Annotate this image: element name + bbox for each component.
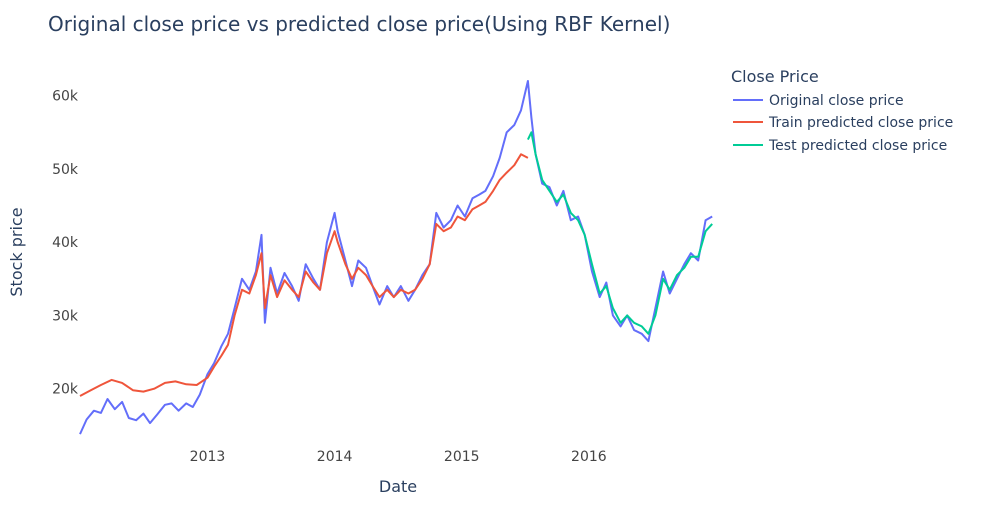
y-tick-label: 30k [52,308,79,324]
legend-item-original[interactable]: Original close price [733,93,904,109]
plot-area [79,80,713,435]
chart-title: Original close price vs predicted close … [48,12,670,36]
x-axis-ticks: 2013 2014 2015 2016 [190,449,607,465]
legend: Close Price Original close price Train p… [731,67,953,154]
x-tick-label: 2015 [444,449,480,465]
y-tick-label: 60k [52,89,79,105]
legend-item-train[interactable]: Train predicted close price [733,115,953,131]
legend-item-test[interactable]: Test predicted close price [733,138,947,154]
y-axis-title: Stock price [7,207,26,296]
y-axis-ticks: 20k 30k 40k 50k 60k [52,89,79,398]
y-tick-label: 50k [52,162,79,178]
series-line-test[interactable] [526,131,713,335]
legend-label-test: Test predicted close price [768,138,947,154]
x-tick-label: 2014 [317,449,353,465]
legend-title: Close Price [731,67,819,86]
legend-label-train: Train predicted close price [768,115,953,131]
x-axis-title: Date [379,477,417,496]
x-tick-label: 2016 [571,449,607,465]
x-tick-label: 2013 [190,449,226,465]
y-tick-label: 20k [52,382,79,398]
y-tick-label: 40k [52,235,79,251]
series-line-train[interactable] [79,153,529,397]
legend-label-original: Original close price [769,93,904,109]
